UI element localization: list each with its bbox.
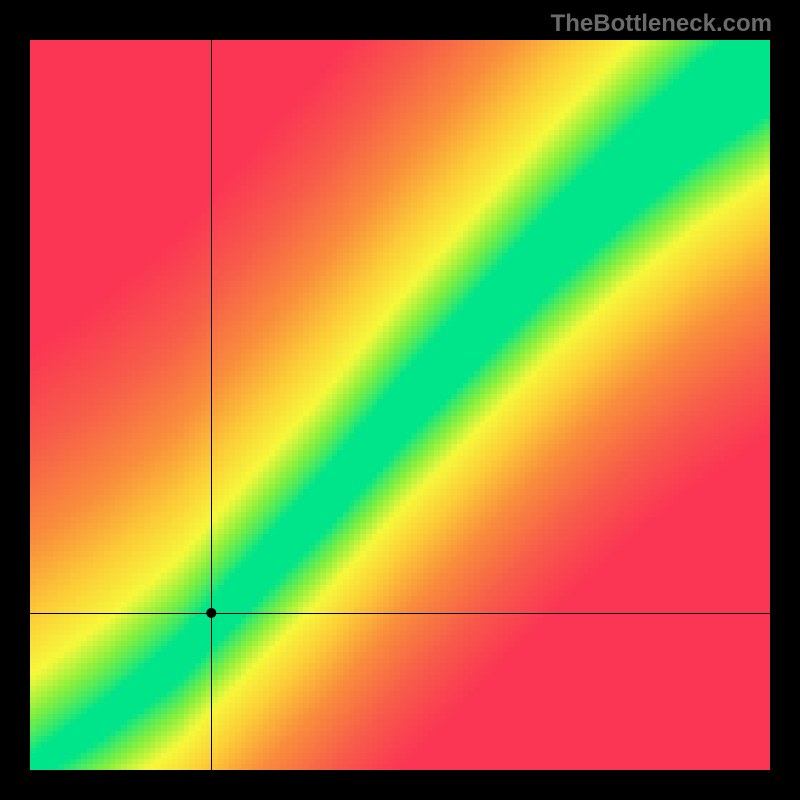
chart-container: TheBottleneck.com [0, 0, 800, 800]
watermark-text: TheBottleneck.com [551, 10, 772, 38]
bottleneck-heatmap [30, 40, 770, 770]
